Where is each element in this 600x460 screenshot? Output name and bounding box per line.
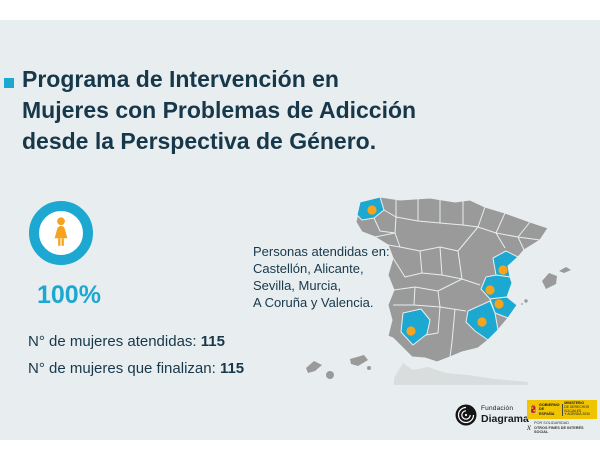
stat-atendidas-value: 115 [200,333,225,350]
title-line-3: desde la Perspectiva de Género. [22,128,377,154]
map-caption: Personas atendidas en: Castellón, Alican… [253,243,403,311]
stat-atendidas-label: N° de mujeres atendidas: [28,333,197,350]
marker-a-coruna [367,205,377,215]
stat-finalizan-value: 115 [219,360,245,377]
female-icon [54,217,68,246]
island-fuerteventura [350,355,368,366]
gobierno-yellow-bar: GOBIERNO DE ESPAÑA MINISTERIO DE DERECHO… [527,400,597,419]
tagline-line-2: OTROS FINES DE INTERÉS SOCIAL [534,425,584,435]
marker-valencia [485,285,495,295]
tagline-line-1: POR SOLIDARIDAD [534,421,570,425]
africa-coast [394,363,528,385]
marker-castellon [498,265,508,275]
gobierno-logo: GOBIERNO DE ESPAÑA MINISTERIO DE DERECHO… [527,400,597,435]
island-formentera [521,303,523,305]
balearic-islands [521,267,571,305]
province-sevilla [400,308,431,346]
island-gran-canaria [326,371,334,379]
spain-coat-of-arms-icon [529,404,537,414]
title-line-1: Programa de Intervención en [22,66,339,92]
fundacion-diagrama-logo: Fundación Diagrama [455,404,529,426]
province-borders [361,198,541,358]
title-bullet-square [4,78,14,88]
canary-islands [306,355,371,379]
kpi-percentage: 100% [37,281,101,309]
title-line-2: Mujeres con Problemas de Adicción [22,97,417,123]
kpi-circle [29,201,93,265]
marker-alicante [494,299,504,309]
marker-sevilla [406,326,416,336]
island-tenerife [306,361,322,373]
stat-atendidas: N° de mujeres atendidas: 115 [28,333,225,350]
map-caption-line-1: Personas atendidas en: [253,244,390,259]
island-lanzarote [367,366,371,370]
solidaridad-tagline: x POR SOLIDARIDAD OTROS FINES DE INTERÉS… [527,421,597,435]
map-caption-line-3: Sevilla, Murcia, [253,278,342,293]
gobierno-divider [561,403,563,416]
gobierno-entity-text: GOBIERNO DE ESPAÑA [538,403,560,416]
stat-finalizan-label: N° de mujeres que finalizan: [28,360,216,377]
map-caption-line-2: Castellón, Alicante, [253,261,364,276]
spain-map [306,196,571,385]
map-caption-line-4: A Coruña y Valencia. [253,295,374,310]
diagrama-text-big: Diagrama [481,412,529,425]
island-ibiza [524,299,528,303]
gobierno-ministry-text: MINISTERIO DE DERECHOS SOCIALES Y AGENDA… [564,401,590,417]
island-menorca [559,267,571,273]
island-mallorca [542,273,557,289]
diagrama-text-small: Fundación [481,405,514,412]
stat-finalizan: N° de mujeres que finalizan: 115 [28,360,244,377]
diagrama-spiral-icon [455,404,477,426]
city-markers [367,205,508,336]
marker-murcia [477,317,487,327]
x-solidaria-icon: x [527,422,531,433]
page-title: Programa de Intervención en Mujeres con … [22,64,482,157]
